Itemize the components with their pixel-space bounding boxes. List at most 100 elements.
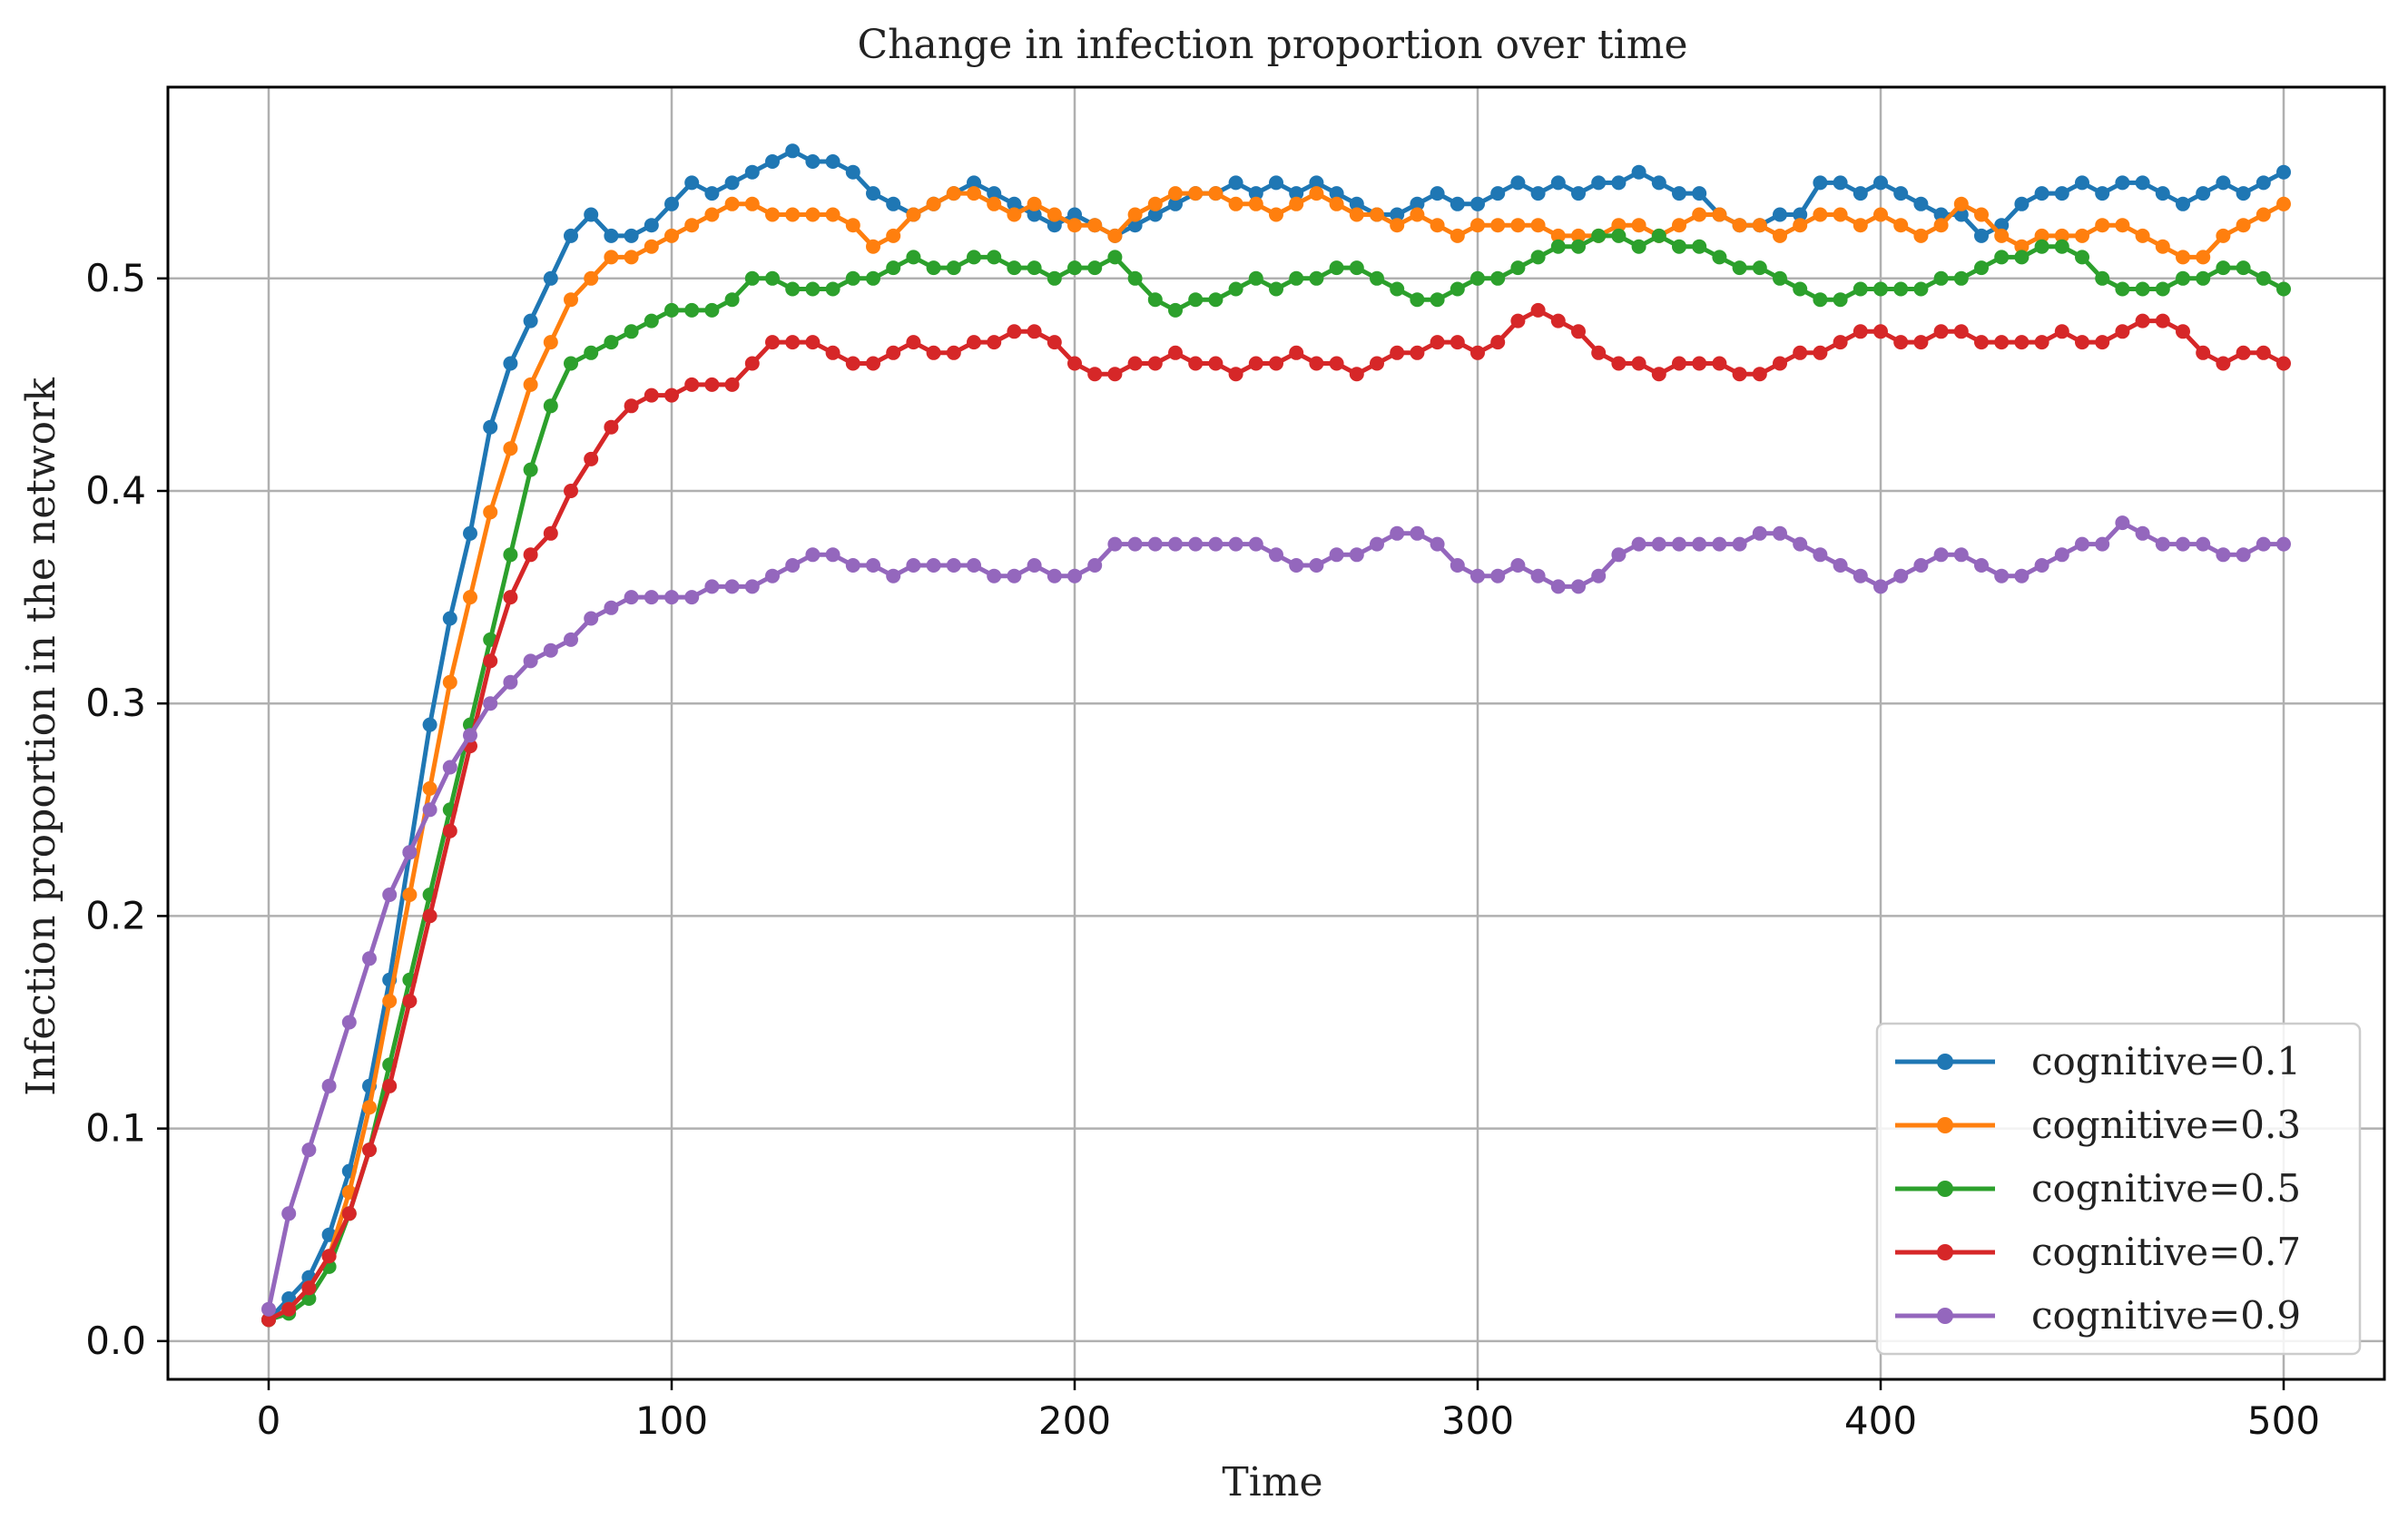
y-tick-label: 0.4 [85, 468, 146, 513]
data-point [825, 281, 840, 297]
data-point [2216, 175, 2231, 191]
data-point [1773, 525, 1787, 541]
data-point [1168, 302, 1183, 318]
data-point [1833, 335, 1848, 350]
data-point [1571, 228, 1586, 243]
data-point [886, 228, 901, 243]
data-point [1550, 239, 1566, 254]
data-point [1530, 186, 1546, 201]
data-point [2176, 250, 2190, 265]
data-point [1833, 175, 1848, 191]
data-point [906, 207, 921, 222]
data-point [785, 281, 801, 297]
data-point [1410, 525, 1425, 541]
data-point [604, 419, 619, 435]
data-point [1913, 281, 1929, 297]
data-point [362, 1100, 377, 1115]
data-point [543, 335, 558, 350]
data-point [503, 356, 518, 371]
data-point [704, 302, 720, 318]
data-point [1631, 164, 1646, 180]
data-point [1248, 356, 1263, 371]
data-point [704, 186, 720, 201]
data-point [1329, 356, 1344, 371]
data-point [2095, 186, 2110, 201]
data-point [1047, 270, 1062, 286]
data-point [1410, 345, 1425, 360]
data-point [1974, 335, 1989, 350]
y-tick-label: 0.1 [85, 1106, 146, 1151]
data-point [2075, 228, 2089, 243]
data-point [967, 558, 981, 573]
data-point [1410, 292, 1425, 308]
data-point [825, 154, 840, 169]
data-point [1228, 536, 1243, 552]
data-point [1228, 367, 1243, 382]
series [261, 302, 2291, 1328]
data-point [967, 186, 981, 201]
data-point [1289, 186, 1304, 201]
data-point [1248, 270, 1263, 286]
data-point [1147, 196, 1163, 211]
data-point [463, 525, 477, 541]
data-point [1047, 335, 1062, 350]
data-point [1027, 207, 1042, 222]
data-point [341, 1206, 357, 1221]
data-point [1027, 558, 1042, 573]
data-point [1793, 281, 1808, 297]
data-point [2075, 250, 2089, 265]
data-point [1873, 281, 1888, 297]
data-point [1390, 218, 1405, 233]
data-point [1571, 239, 1586, 254]
data-point [744, 270, 760, 286]
data-point [2155, 186, 2170, 201]
data-point [805, 207, 821, 222]
data-point [543, 525, 558, 541]
data-point [1651, 175, 1666, 191]
data-point [1611, 175, 1627, 191]
data-point [1470, 270, 1485, 286]
data-point [1712, 536, 1727, 552]
data-point [1450, 196, 1465, 211]
data-point [1631, 239, 1646, 254]
data-point [523, 313, 538, 329]
legend-entry: cognitive=0.9 [1895, 1293, 2301, 1338]
data-point [584, 451, 599, 466]
data-point [2115, 515, 2130, 531]
data-point [906, 250, 921, 265]
data-point [1692, 207, 1707, 222]
data-point [2115, 175, 2130, 191]
legend-entry: cognitive=0.1 [1895, 1039, 2301, 1084]
data-point [1329, 547, 1344, 563]
data-point [1994, 568, 2010, 583]
data-point [1974, 207, 1989, 222]
data-point [1490, 270, 1506, 286]
y-tick-label: 0.3 [85, 681, 146, 725]
data-point [2034, 186, 2049, 201]
data-point [2014, 335, 2030, 350]
data-point [1309, 558, 1324, 573]
data-point [1450, 335, 1465, 350]
data-point [1147, 292, 1163, 308]
data-point [1370, 536, 1384, 552]
data-point [1188, 292, 1204, 308]
data-point [2256, 270, 2271, 286]
data-point [1571, 324, 1586, 339]
data-point [684, 590, 700, 605]
data-point [584, 345, 599, 360]
data-point [1873, 175, 1888, 191]
data-point [2276, 281, 2291, 297]
data-point [1450, 228, 1465, 243]
data-point [1953, 196, 1969, 211]
axes-frame [166, 85, 2386, 1381]
data-point [805, 154, 821, 169]
y-axis-label: Infection proportion in the network [18, 378, 64, 1096]
data-point [483, 505, 498, 520]
data-point [1289, 558, 1304, 573]
data-point [1692, 239, 1707, 254]
data-point [1712, 356, 1727, 371]
data-point [987, 568, 1002, 583]
data-point [1329, 186, 1344, 201]
data-point [341, 1015, 357, 1030]
data-point [1329, 260, 1344, 276]
